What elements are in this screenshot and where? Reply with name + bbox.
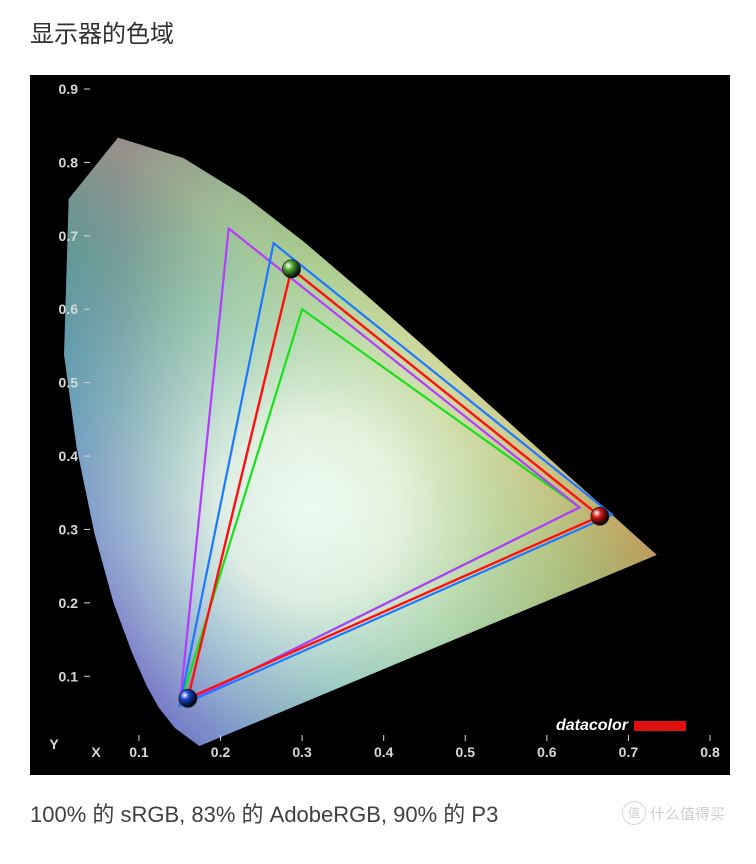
svg-text:0.5: 0.5 (456, 744, 476, 760)
svg-text:0.1: 0.1 (59, 668, 79, 684)
chromaticity-chart: 0.1 0.2 0.3 0.4 0.5 0.6 0.7 0.8 0.1 0.2 0.3 0.4 0.5 0… (30, 75, 730, 775)
watermark-text: 什么值得买 (650, 803, 725, 824)
svg-text:0.7: 0.7 (619, 744, 639, 760)
svg-text:0.9: 0.9 (59, 81, 79, 97)
brand-text: datacolor (556, 717, 628, 735)
svg-text:0.3: 0.3 (292, 744, 312, 760)
svg-text:X: X (91, 744, 101, 760)
svg-text:0.4: 0.4 (59, 448, 79, 464)
brand-bar (634, 721, 686, 731)
page-title: 显示器的色域 (0, 0, 756, 57)
svg-text:0.3: 0.3 (59, 521, 79, 537)
svg-text:0.7: 0.7 (59, 228, 79, 244)
svg-text:0.6: 0.6 (59, 301, 79, 317)
svg-text:0.2: 0.2 (59, 595, 79, 611)
svg-text:0.2: 0.2 (211, 744, 231, 760)
watermark-icon: 值 (622, 801, 646, 825)
brand-badge: datacolor (556, 717, 686, 735)
svg-text:0.4: 0.4 (374, 744, 394, 760)
svg-text:0.8: 0.8 (700, 744, 720, 760)
watermark: 值 什么值得买 (622, 801, 725, 825)
svg-text:0.8: 0.8 (59, 154, 79, 170)
svg-text:0.5: 0.5 (59, 375, 79, 391)
svg-text:0.6: 0.6 (537, 744, 557, 760)
svg-text:Y: Y (49, 736, 59, 752)
svg-text:0.1: 0.1 (129, 744, 149, 760)
